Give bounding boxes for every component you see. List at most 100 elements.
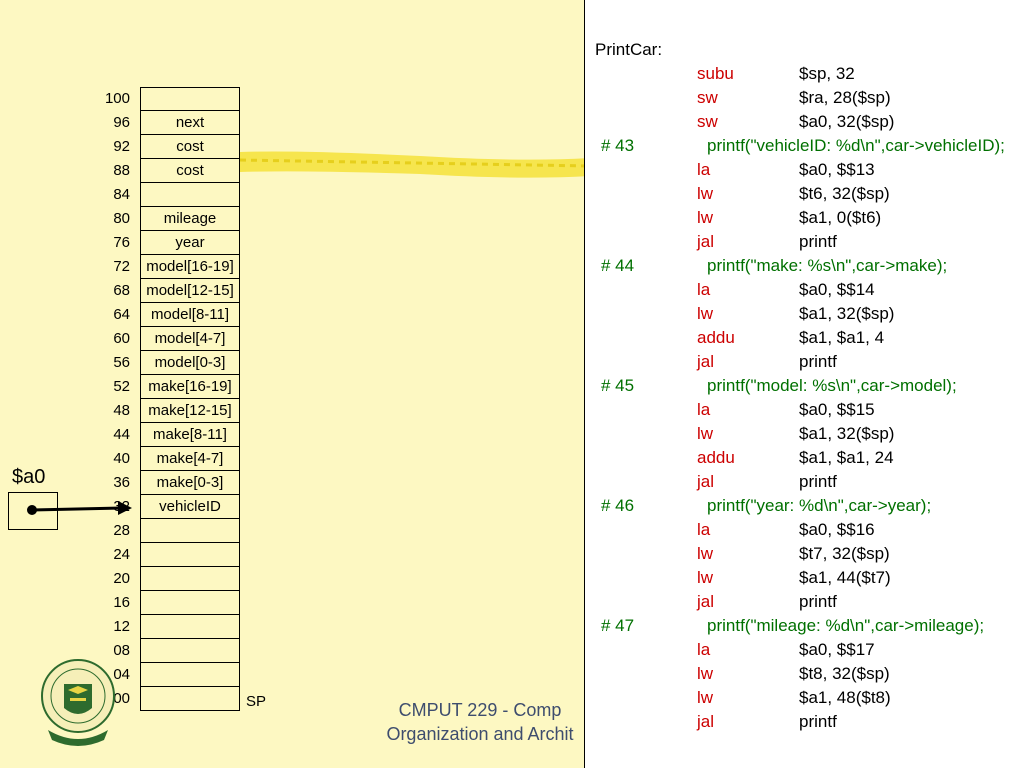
memory-cell [140,519,240,543]
memory-row: 04 [0,663,260,687]
code-opcode: lw [697,664,714,683]
memory-cell [140,567,240,591]
memory-cell [140,687,240,711]
memory-row: 24 [0,543,260,567]
code-line: addu $a1, $a1, 24 [585,446,1024,470]
memory-cell: model[8-11] [140,303,240,327]
code-line: la $a0, $$13 [585,158,1024,182]
code-line-number: # 46 [601,496,635,515]
code-operands: $a1, 32($sp) [799,304,895,323]
memory-address: 16 [113,594,130,611]
code-line-number: # 43 [601,136,635,155]
memory-row: 48 make[12-15] [0,399,260,423]
memory-cell: next [140,111,240,135]
memory-address: 56 [113,354,130,371]
memory-address: 92 [113,138,130,155]
memory-row: 40 make[4-7] [0,447,260,471]
code-line: # 44 printf("make: %s\n",car->make); [585,254,1024,278]
memory-cell [140,639,240,663]
code-operands: $a1, 48($t8) [799,688,891,707]
memory-row: 56 model[0-3] [0,351,260,375]
code-line: PrintCar: [585,38,1024,62]
code-operands: $a0, $$16 [799,520,875,539]
code-opcode: sw [697,112,718,131]
memory-cell [140,591,240,615]
code-line: # 43 printf("vehicleID: %d\n",car->vehicl… [585,134,1024,158]
code-line: jal printf [585,710,1024,734]
memory-address: 40 [113,450,130,467]
code-panel: PrintCar: subu $sp, 32 sw $ra, 28($sp) sw $a0,… [584,0,1024,768]
code-opcode: lw [697,208,714,227]
code-line: jal printf [585,350,1024,374]
code-line: la $a0, $$16 [585,518,1024,542]
memory-cell [140,183,240,207]
memory-address: 64 [113,306,130,323]
code-line-number: # 45 [601,376,635,395]
code-operands: $a0, 32($sp) [799,112,895,131]
memory-address: 88 [113,162,130,179]
memory-address: 36 [113,474,130,491]
memory-address: 08 [113,642,130,659]
memory-row: 12 [0,615,260,639]
code-opcode: subu [697,64,734,83]
memory-cell: mileage [140,207,240,231]
memory-address: 60 [113,330,130,347]
memory-row: 20 [0,567,260,591]
memory-cell: model[16-19] [140,255,240,279]
code-line: # 46 printf("year: %d\n",car->year); [585,494,1024,518]
code-operands: printf [799,472,837,491]
code-operands: $t7, 32($sp) [799,544,890,563]
code-operands: $t6, 32($sp) [799,184,890,203]
code-operands: $a0, $$15 [799,400,875,419]
footer-line-2: Organization and Archit [386,724,574,744]
code-line: lw $t8, 32($sp) [585,662,1024,686]
memory-address: 04 [113,666,130,683]
code-label: PrintCar: [595,40,663,59]
code-line: lw $a1, 48($t8) [585,686,1024,710]
code-line: la $a0, $$15 [585,398,1024,422]
code-line-number: # 44 [601,256,635,275]
memory-row: 08 [0,639,260,663]
memory-address: 68 [113,282,130,299]
memory-cell [140,543,240,567]
code-line: # 45 printf("model: %s\n",car->model); [585,374,1024,398]
code-operands: $a1, 32($sp) [799,424,895,443]
code-line: addu $a1, $a1, 4 [585,326,1024,350]
code-operands: printf [799,232,837,251]
code-operands: printf [799,352,837,371]
code-opcode: lw [697,424,714,443]
code-line: lw $t7, 32($sp) [585,542,1024,566]
memory-cell: make[0-3] [140,471,240,495]
footer-line-1: CMPUT 229 - Comp [398,700,562,720]
code-operands: printf [799,712,837,731]
code-comment: printf("make: %s\n",car->make); [707,256,948,275]
memory-cell: model[0-3] [140,351,240,375]
code-opcode: sw [697,88,718,107]
code-opcode: lw [697,184,714,203]
code-line: la $a0, $$17 [585,638,1024,662]
code-opcode: jal [697,352,715,371]
code-opcode: lw [697,688,714,707]
memory-address: 100 [104,90,130,107]
memory-cell [140,615,240,639]
memory-address: 72 [113,258,130,275]
memory-cell: year [140,231,240,255]
code-line: lw $a1, 32($sp) [585,302,1024,326]
memory-address: 44 [113,426,130,443]
code-line: # 47 printf("mileage: %d\n",car->mileage)… [585,614,1024,638]
code-opcode: la [697,400,711,419]
memory-row: 76 year [0,231,260,255]
register-a0-label: $a0 [12,466,46,488]
code-operands: $a1, $a1, 4 [799,328,885,347]
memory-row: 16 [0,591,260,615]
memory-address: 28 [113,522,130,539]
memory-address: 76 [113,234,130,251]
memory-row: 64 model[8-11] [0,303,260,327]
code-comment: printf("vehicleID: %d\n",car->vehicleID)… [707,136,1005,155]
code-line: jal printf [585,230,1024,254]
memory-address: 24 [113,546,130,563]
code-line: lw $t6, 32($sp) [585,182,1024,206]
code-line: la $a0, $$14 [585,278,1024,302]
code-opcode: la [697,640,711,659]
memory-cell: model[12-15] [140,279,240,303]
